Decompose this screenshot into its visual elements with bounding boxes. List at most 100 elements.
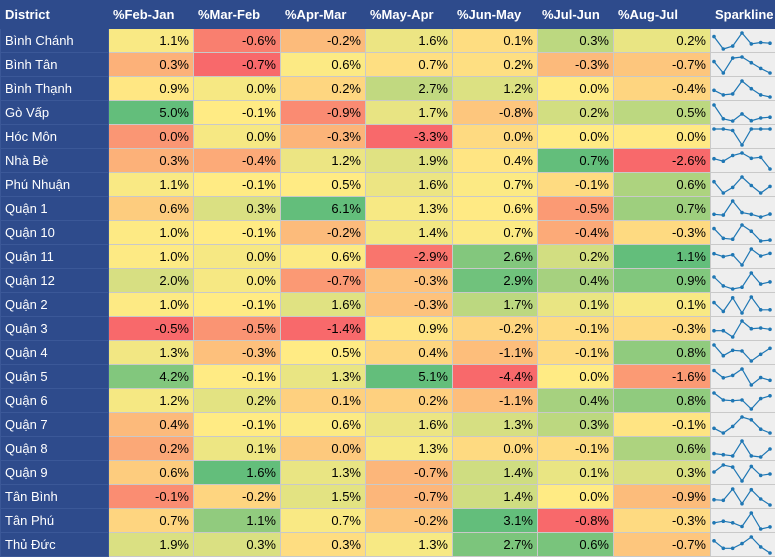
district-cell[interactable]: Nhà Bè: [0, 148, 109, 173]
value-cell[interactable]: 0.0%: [193, 244, 281, 269]
value-cell[interactable]: 0.7%: [365, 52, 453, 77]
value-cell[interactable]: 0.6%: [537, 532, 614, 557]
value-cell[interactable]: 1.1%: [613, 244, 711, 269]
value-cell[interactable]: 0.9%: [365, 316, 453, 341]
sparkline-cell[interactable]: [710, 268, 775, 293]
value-cell[interactable]: 0.0%: [193, 124, 281, 149]
value-cell[interactable]: 2.6%: [452, 244, 538, 269]
value-cell[interactable]: 1.6%: [365, 28, 453, 53]
value-cell[interactable]: -1.1%: [452, 340, 538, 365]
value-cell[interactable]: 0.2%: [613, 28, 711, 53]
value-cell[interactable]: 0.7%: [613, 196, 711, 221]
value-cell[interactable]: -0.1%: [193, 100, 281, 125]
value-cell[interactable]: 1.3%: [108, 340, 194, 365]
sparkline-cell[interactable]: [710, 124, 775, 149]
header-district[interactable]: District: [0, 0, 109, 29]
district-cell[interactable]: Quận 9: [0, 460, 109, 485]
value-cell[interactable]: -0.6%: [193, 28, 281, 53]
value-cell[interactable]: 1.6%: [365, 172, 453, 197]
value-cell[interactable]: -1.6%: [613, 364, 711, 389]
value-cell[interactable]: -0.1%: [537, 340, 614, 365]
value-cell[interactable]: 0.2%: [108, 436, 194, 461]
value-cell[interactable]: 1.3%: [452, 412, 538, 437]
value-cell[interactable]: 1.9%: [365, 148, 453, 173]
sparkline-cell[interactable]: [710, 292, 775, 317]
header-apr-mar[interactable]: %Apr-Mar: [280, 0, 366, 29]
value-cell[interactable]: 5.0%: [108, 100, 194, 125]
value-cell[interactable]: -0.1%: [613, 412, 711, 437]
value-cell[interactable]: -0.3%: [365, 268, 453, 293]
value-cell[interactable]: 0.1%: [280, 388, 366, 413]
value-cell[interactable]: 0.6%: [108, 460, 194, 485]
sparkline-cell[interactable]: [710, 460, 775, 485]
value-cell[interactable]: 0.6%: [452, 196, 538, 221]
value-cell[interactable]: 1.4%: [365, 220, 453, 245]
district-cell[interactable]: Thủ Đức: [0, 532, 109, 557]
value-cell[interactable]: 0.0%: [537, 484, 614, 509]
sparkline-cell[interactable]: [710, 340, 775, 365]
value-cell[interactable]: 0.1%: [613, 292, 711, 317]
value-cell[interactable]: 0.3%: [537, 412, 614, 437]
sparkline-cell[interactable]: [710, 364, 775, 389]
value-cell[interactable]: 1.0%: [108, 220, 194, 245]
value-cell[interactable]: -1.4%: [280, 316, 366, 341]
value-cell[interactable]: -0.3%: [537, 52, 614, 77]
value-cell[interactable]: 3.1%: [452, 508, 538, 533]
value-cell[interactable]: 1.3%: [280, 364, 366, 389]
header-sparkline[interactable]: Sparkline: [710, 0, 775, 29]
sparkline-cell[interactable]: [710, 52, 775, 77]
district-cell[interactable]: Quận 7: [0, 412, 109, 437]
value-cell[interactable]: 0.4%: [537, 388, 614, 413]
value-cell[interactable]: 0.2%: [537, 244, 614, 269]
value-cell[interactable]: 0.3%: [280, 532, 366, 557]
value-cell[interactable]: -0.7%: [613, 532, 711, 557]
value-cell[interactable]: 0.3%: [537, 28, 614, 53]
value-cell[interactable]: -0.7%: [365, 460, 453, 485]
value-cell[interactable]: 1.2%: [108, 388, 194, 413]
value-cell[interactable]: -0.5%: [108, 316, 194, 341]
value-cell[interactable]: -0.1%: [193, 292, 281, 317]
value-cell[interactable]: 0.7%: [452, 172, 538, 197]
value-cell[interactable]: 0.1%: [193, 436, 281, 461]
value-cell[interactable]: -0.3%: [193, 340, 281, 365]
district-cell[interactable]: Quận 12: [0, 268, 109, 293]
value-cell[interactable]: 0.4%: [452, 148, 538, 173]
value-cell[interactable]: -0.8%: [452, 100, 538, 125]
header-mar-feb[interactable]: %Mar-Feb: [193, 0, 281, 29]
value-cell[interactable]: -0.2%: [452, 316, 538, 341]
sparkline-cell[interactable]: [710, 100, 775, 125]
sparkline-cell[interactable]: [710, 412, 775, 437]
value-cell[interactable]: -0.9%: [613, 484, 711, 509]
value-cell[interactable]: 0.0%: [537, 76, 614, 101]
header-aug-jul[interactable]: %Aug-Jul: [613, 0, 711, 29]
district-cell[interactable]: Quận 11: [0, 244, 109, 269]
district-cell[interactable]: Quận 1: [0, 196, 109, 221]
value-cell[interactable]: 0.4%: [108, 412, 194, 437]
value-cell[interactable]: -0.5%: [193, 316, 281, 341]
value-cell[interactable]: 1.1%: [108, 172, 194, 197]
value-cell[interactable]: 0.9%: [108, 76, 194, 101]
value-cell[interactable]: 0.3%: [193, 196, 281, 221]
value-cell[interactable]: -2.9%: [365, 244, 453, 269]
value-cell[interactable]: 1.3%: [365, 532, 453, 557]
district-cell[interactable]: Tân Phú: [0, 508, 109, 533]
value-cell[interactable]: -0.5%: [537, 196, 614, 221]
value-cell[interactable]: 0.2%: [193, 388, 281, 413]
district-cell[interactable]: Quận 2: [0, 292, 109, 317]
value-cell[interactable]: -0.9%: [280, 100, 366, 125]
sparkline-cell[interactable]: [710, 172, 775, 197]
value-cell[interactable]: -0.1%: [108, 484, 194, 509]
value-cell[interactable]: -0.1%: [537, 172, 614, 197]
value-cell[interactable]: 0.5%: [613, 100, 711, 125]
value-cell[interactable]: 0.6%: [108, 196, 194, 221]
value-cell[interactable]: 1.1%: [108, 28, 194, 53]
district-cell[interactable]: Quận 5: [0, 364, 109, 389]
district-cell[interactable]: Tân Bình: [0, 484, 109, 509]
value-cell[interactable]: 0.1%: [537, 460, 614, 485]
value-cell[interactable]: -0.7%: [613, 52, 711, 77]
value-cell[interactable]: 0.0%: [537, 124, 614, 149]
value-cell[interactable]: 0.6%: [613, 436, 711, 461]
value-cell[interactable]: 0.4%: [365, 340, 453, 365]
value-cell[interactable]: -0.7%: [280, 268, 366, 293]
value-cell[interactable]: 0.6%: [280, 412, 366, 437]
